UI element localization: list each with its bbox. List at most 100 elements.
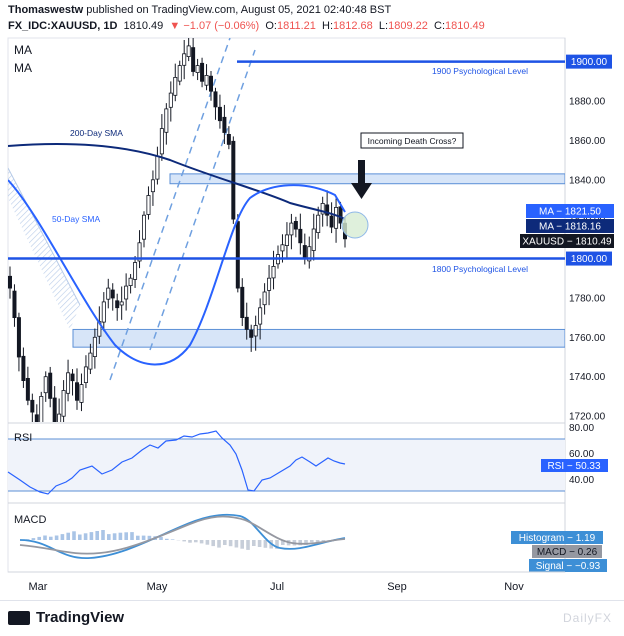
candle[interactable] [116, 294, 119, 321]
candle[interactable] [62, 380, 65, 424]
price-tick-1760: 1760.00 [569, 333, 606, 344]
macd-histogram-bar [37, 537, 41, 540]
rsi-label[interactable]: RSI [14, 432, 32, 444]
candle[interactable] [160, 114, 163, 161]
candle[interactable] [299, 214, 302, 255]
macd-label[interactable]: MACD [14, 514, 46, 526]
candle[interactable] [187, 36, 190, 61]
time-tick-may: May [147, 581, 168, 593]
candle[interactable] [102, 292, 105, 331]
candle[interactable] [178, 61, 181, 86]
level-1900-annotation: 1900 Psychological Level [432, 66, 528, 76]
macd-histogram-bar [72, 531, 76, 540]
candle[interactable] [236, 214, 239, 292]
candle[interactable] [308, 237, 311, 269]
candle[interactable] [151, 170, 154, 205]
candle[interactable] [111, 283, 114, 310]
candle[interactable] [205, 64, 208, 90]
candle[interactable] [138, 230, 141, 268]
macd-histogram-bar [223, 540, 227, 545]
candle[interactable] [196, 59, 199, 80]
candle[interactable] [133, 256, 136, 288]
level-1800-annotation: 1800 Psychological Level [432, 264, 528, 274]
ma-indicator-label-2[interactable]: MA [14, 61, 32, 75]
macd-histogram[interactable] [26, 530, 343, 550]
candle[interactable] [334, 198, 337, 242]
candle[interactable] [107, 279, 110, 309]
candle[interactable] [312, 214, 315, 261]
candle[interactable] [22, 348, 25, 388]
rsi-tick-40: 40.00 [569, 475, 594, 486]
candle[interactable] [40, 392, 43, 440]
candle[interactable] [330, 202, 333, 233]
macd-histogram-bar [107, 534, 111, 540]
candle[interactable] [129, 274, 132, 293]
candle[interactable] [285, 222, 288, 259]
candle[interactable] [71, 369, 74, 395]
macd-histogram-bar [142, 536, 146, 540]
candlestick-series[interactable] [8, 36, 346, 439]
candle[interactable] [75, 368, 78, 410]
death-cross-annotation: Incoming Death Cross? [368, 136, 457, 146]
candle[interactable] [165, 103, 168, 144]
candle[interactable] [200, 58, 203, 87]
candle[interactable] [276, 245, 279, 268]
candle[interactable] [147, 186, 150, 219]
macd-histogram-bar [310, 540, 314, 542]
rsi-tick-60: 60.00 [569, 449, 594, 460]
channel-upper-line [8, 168, 80, 305]
candle[interactable] [263, 283, 266, 314]
candle[interactable] [8, 267, 11, 299]
price-tag-xauusd-text: XAUUSD − 1810.49 [522, 237, 612, 248]
candle[interactable] [84, 355, 87, 388]
candle[interactable] [272, 251, 275, 290]
candle[interactable] [156, 147, 159, 185]
candle[interactable] [232, 136, 235, 223]
candle[interactable] [214, 88, 217, 120]
macd-histogram-bar [78, 535, 82, 541]
ma-indicator-label-1[interactable]: MA [14, 43, 32, 57]
candle[interactable] [49, 367, 52, 407]
candle[interactable] [17, 313, 20, 372]
candle[interactable] [326, 190, 329, 226]
death-cross-circle[interactable] [342, 212, 368, 238]
candle[interactable] [13, 284, 16, 327]
candle[interactable] [80, 374, 83, 412]
candle[interactable] [303, 234, 306, 265]
macd-histogram-bar [211, 540, 215, 546]
candle[interactable] [294, 217, 297, 238]
candle[interactable] [120, 286, 123, 319]
chart-canvas[interactable]: MA MA 200-Day SMA 50-Day SMA Incoming De… [0, 0, 624, 600]
price-tick-1860: 1860.00 [569, 136, 606, 147]
candle[interactable] [31, 394, 34, 424]
candle[interactable] [192, 38, 195, 76]
candle[interactable] [58, 399, 61, 434]
tradingview-brand: TradingView [36, 609, 124, 626]
candle[interactable] [44, 371, 47, 402]
candle[interactable] [290, 214, 293, 249]
candle[interactable] [26, 367, 29, 405]
candle[interactable] [223, 105, 226, 144]
histogram-tag-text: Histogram − 1.19 [519, 533, 596, 544]
candle[interactable] [174, 64, 177, 102]
candle[interactable] [183, 40, 186, 79]
macd-histogram-bar [124, 532, 128, 540]
macd-histogram-bar [229, 540, 233, 546]
candle[interactable] [267, 265, 270, 305]
time-axis[interactable]: Mar May Jul Sep Nov [8, 572, 565, 593]
candle[interactable] [241, 278, 244, 326]
macd-histogram-bar [84, 533, 88, 540]
tradingview-logo[interactable]: TradingView [8, 609, 124, 626]
candle[interactable] [169, 81, 172, 121]
support-zone[interactable] [73, 329, 565, 347]
candle[interactable] [142, 211, 145, 247]
time-tick-nov: Nov [504, 581, 524, 593]
macd-histogram-bar [171, 539, 175, 540]
candle[interactable] [125, 273, 128, 310]
candle[interactable] [35, 404, 38, 431]
candle[interactable] [66, 360, 69, 402]
candle[interactable] [89, 344, 92, 374]
price-tag-xauusd: XAUUSD − 1810.49 [520, 234, 614, 248]
candle[interactable] [218, 95, 221, 129]
dailyfx-watermark: DailyFX [563, 611, 612, 625]
